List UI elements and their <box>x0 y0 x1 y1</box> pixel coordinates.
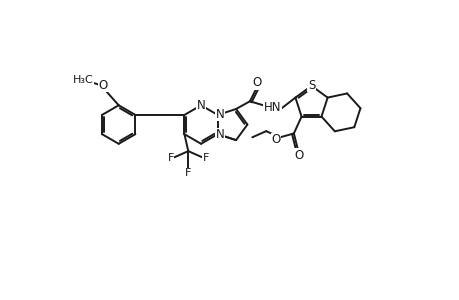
Text: O: O <box>271 133 280 146</box>
Text: O: O <box>99 79 108 92</box>
Text: F: F <box>185 168 191 178</box>
Text: O: O <box>293 148 302 161</box>
Text: O: O <box>252 76 261 89</box>
Text: N: N <box>215 108 224 121</box>
Text: S: S <box>307 79 314 92</box>
Text: N: N <box>215 128 224 141</box>
Text: F: F <box>202 153 209 163</box>
Text: N: N <box>196 99 205 112</box>
Text: H₃C: H₃C <box>73 75 94 85</box>
Text: F: F <box>167 153 174 163</box>
Text: HN: HN <box>263 101 280 114</box>
